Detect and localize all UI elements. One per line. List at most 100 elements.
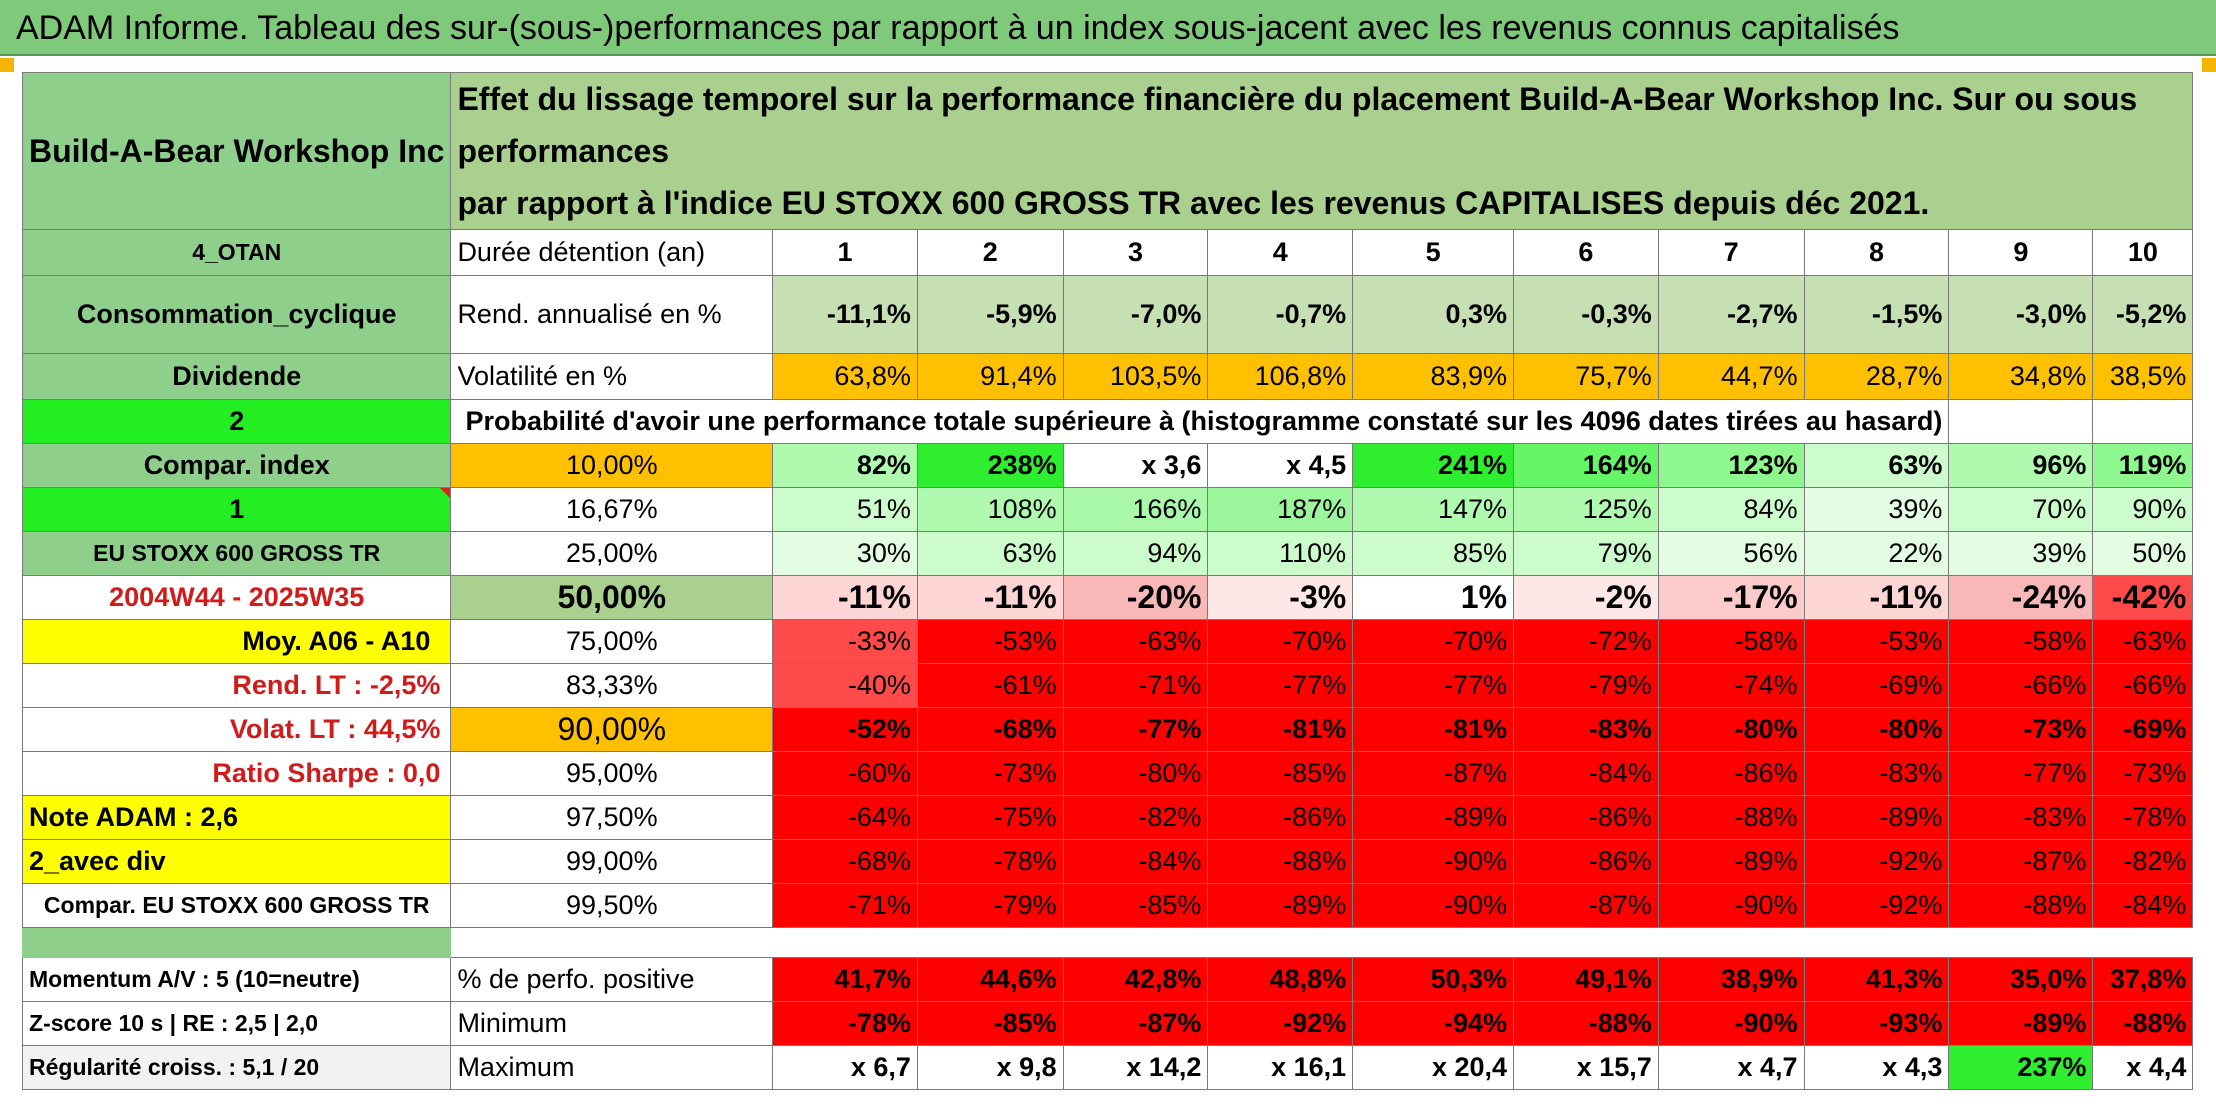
perf-cell: -71%	[772, 883, 918, 928]
selector-value-2[interactable]: 2	[21, 399, 452, 444]
perf-pos-cell: 42,8%	[1062, 957, 1209, 1002]
perf-cell: -77%	[1352, 663, 1515, 708]
minimum-cell: -88%	[1513, 1001, 1659, 1046]
year-header: 5	[1352, 229, 1515, 276]
perf-pos-cell: 44,6%	[916, 957, 1064, 1002]
performance-table: Build-A-Bear Workshop Inc Effet du lissa…	[21, 72, 2194, 1090]
perf-cell: -58%	[1948, 619, 2094, 664]
table-description: Effet du lissage temporel sur la perform…	[450, 72, 2194, 230]
perf-cell: -11%	[916, 575, 1064, 620]
perf-cell: -86%	[1657, 751, 1805, 796]
perf-cell: -81%	[1352, 707, 1515, 752]
perf-pos-cell: 41,7%	[772, 957, 918, 1002]
perf-cell: 51%	[772, 487, 918, 532]
perf-cell: x 3,6	[1062, 443, 1209, 488]
minimum-cell: -90%	[1657, 1001, 1805, 1046]
perf-cell: -60%	[772, 751, 918, 796]
perf-pos-cell: 41,3%	[1803, 957, 1950, 1002]
perf-cell: 123%	[1657, 443, 1805, 488]
perf-cell: 147%	[1352, 487, 1515, 532]
perf-cell: -74%	[1657, 663, 1805, 708]
perf-cell: -92%	[1803, 883, 1950, 928]
perf-pos-label: % de perfo. positive	[450, 957, 774, 1002]
avec-div-label: 2_avec div	[21, 839, 452, 884]
perf-cell: -84%	[1513, 751, 1659, 796]
perf-cell: 82%	[772, 443, 918, 488]
perf-cell: 164%	[1513, 443, 1659, 488]
perf-cell: -80%	[1062, 751, 1209, 796]
perf-cell: -77%	[1948, 751, 2094, 796]
rend-cell: -0,3%	[1513, 275, 1659, 354]
perf-cell: -24%	[1948, 575, 2094, 620]
perf-cell: -73%	[916, 751, 1064, 796]
perf-cell: 1%	[1352, 575, 1515, 620]
maximum-cell: x 4,3	[1803, 1045, 1950, 1090]
perf-cell: 63%	[916, 531, 1064, 576]
vol-label: Volatilité en %	[450, 353, 774, 400]
perf-cell: -89%	[1803, 795, 1950, 840]
perf-cell: -88%	[1207, 839, 1354, 884]
perf-cell: -3%	[1207, 575, 1354, 620]
year-header: 2	[916, 229, 1064, 276]
perf-cell: -83%	[1948, 795, 2094, 840]
index-name-label: EU STOXX 600 GROSS TR	[21, 531, 452, 576]
perf-cell: 50%	[2092, 531, 2194, 576]
perf-cell: 30%	[772, 531, 918, 576]
perf-cell: -82%	[1062, 795, 1209, 840]
code-label: 4_OTAN	[21, 229, 452, 276]
vol-cell: 28,7%	[1803, 353, 1950, 400]
perf-cell: 241%	[1352, 443, 1515, 488]
perf-cell: -61%	[916, 663, 1064, 708]
perf-cell: -84%	[1062, 839, 1209, 884]
perf-cell: 84%	[1657, 487, 1805, 532]
perf-cell: x 4,5	[1207, 443, 1354, 488]
regularite-label: Régularité croiss. : 5,1 / 20	[21, 1045, 452, 1090]
perf-cell: -2%	[1513, 575, 1659, 620]
perf-cell: -89%	[1657, 839, 1805, 884]
selector-value-1[interactable]: 1	[21, 487, 452, 532]
minimum-cell: -88%	[2092, 1001, 2194, 1046]
perf-cell: -90%	[1352, 883, 1515, 928]
maximum-cell: x 20,4	[1352, 1045, 1515, 1090]
perf-pos-cell: 50,3%	[1352, 957, 1515, 1002]
duree-label: Durée détention (an)	[450, 229, 774, 276]
perf-cell: 39%	[1803, 487, 1950, 532]
perf-cell: 110%	[1207, 531, 1354, 576]
perf-cell: -87%	[1513, 883, 1659, 928]
perf-cell: -75%	[916, 795, 1064, 840]
maximum-cell: x 4,7	[1657, 1045, 1805, 1090]
description-line-1: Effet du lissage temporel sur la perform…	[457, 81, 2138, 169]
minimum-cell: -92%	[1207, 1001, 1354, 1046]
perf-cell: -70%	[1207, 619, 1354, 664]
percentile-label: 97,50%	[450, 795, 774, 840]
perf-cell: 39%	[1948, 531, 2094, 576]
perf-cell: 22%	[1803, 531, 1950, 576]
perf-pos-cell: 37,8%	[2092, 957, 2194, 1002]
percentile-label: 99,00%	[450, 839, 774, 884]
perf-cell: -53%	[916, 619, 1064, 664]
perf-cell: -85%	[1062, 883, 1209, 928]
perf-cell: -68%	[772, 839, 918, 884]
maximum-cell: x 6,7	[772, 1045, 918, 1090]
perf-cell: 56%	[1657, 531, 1805, 576]
perf-cell: -85%	[1207, 751, 1354, 796]
perf-cell: -87%	[1352, 751, 1515, 796]
maximum-cell: 237%	[1948, 1045, 2094, 1090]
perf-cell: -11%	[1803, 575, 1950, 620]
perf-cell: -78%	[916, 839, 1064, 884]
perf-cell: -63%	[2092, 619, 2194, 664]
perf-cell: -63%	[1062, 619, 1209, 664]
perf-cell: -11%	[772, 575, 918, 620]
perf-cell: 125%	[1513, 487, 1659, 532]
minimum-cell: -87%	[1062, 1001, 1209, 1046]
perf-cell: 70%	[1948, 487, 2094, 532]
note-adam-label: Note ADAM : 2,6	[21, 795, 452, 840]
vol-cell: 63,8%	[772, 353, 918, 400]
perf-cell: 63%	[1803, 443, 1950, 488]
percentile-label: 50,00%	[450, 575, 774, 620]
report-title: ADAM Informe. Tableau des sur-(sous-)per…	[0, 0, 2216, 56]
percentile-label: 99,50%	[450, 883, 774, 928]
perf-cell: -69%	[2092, 707, 2194, 752]
type-label: Dividende	[21, 353, 452, 400]
perf-cell: -73%	[1948, 707, 2094, 752]
